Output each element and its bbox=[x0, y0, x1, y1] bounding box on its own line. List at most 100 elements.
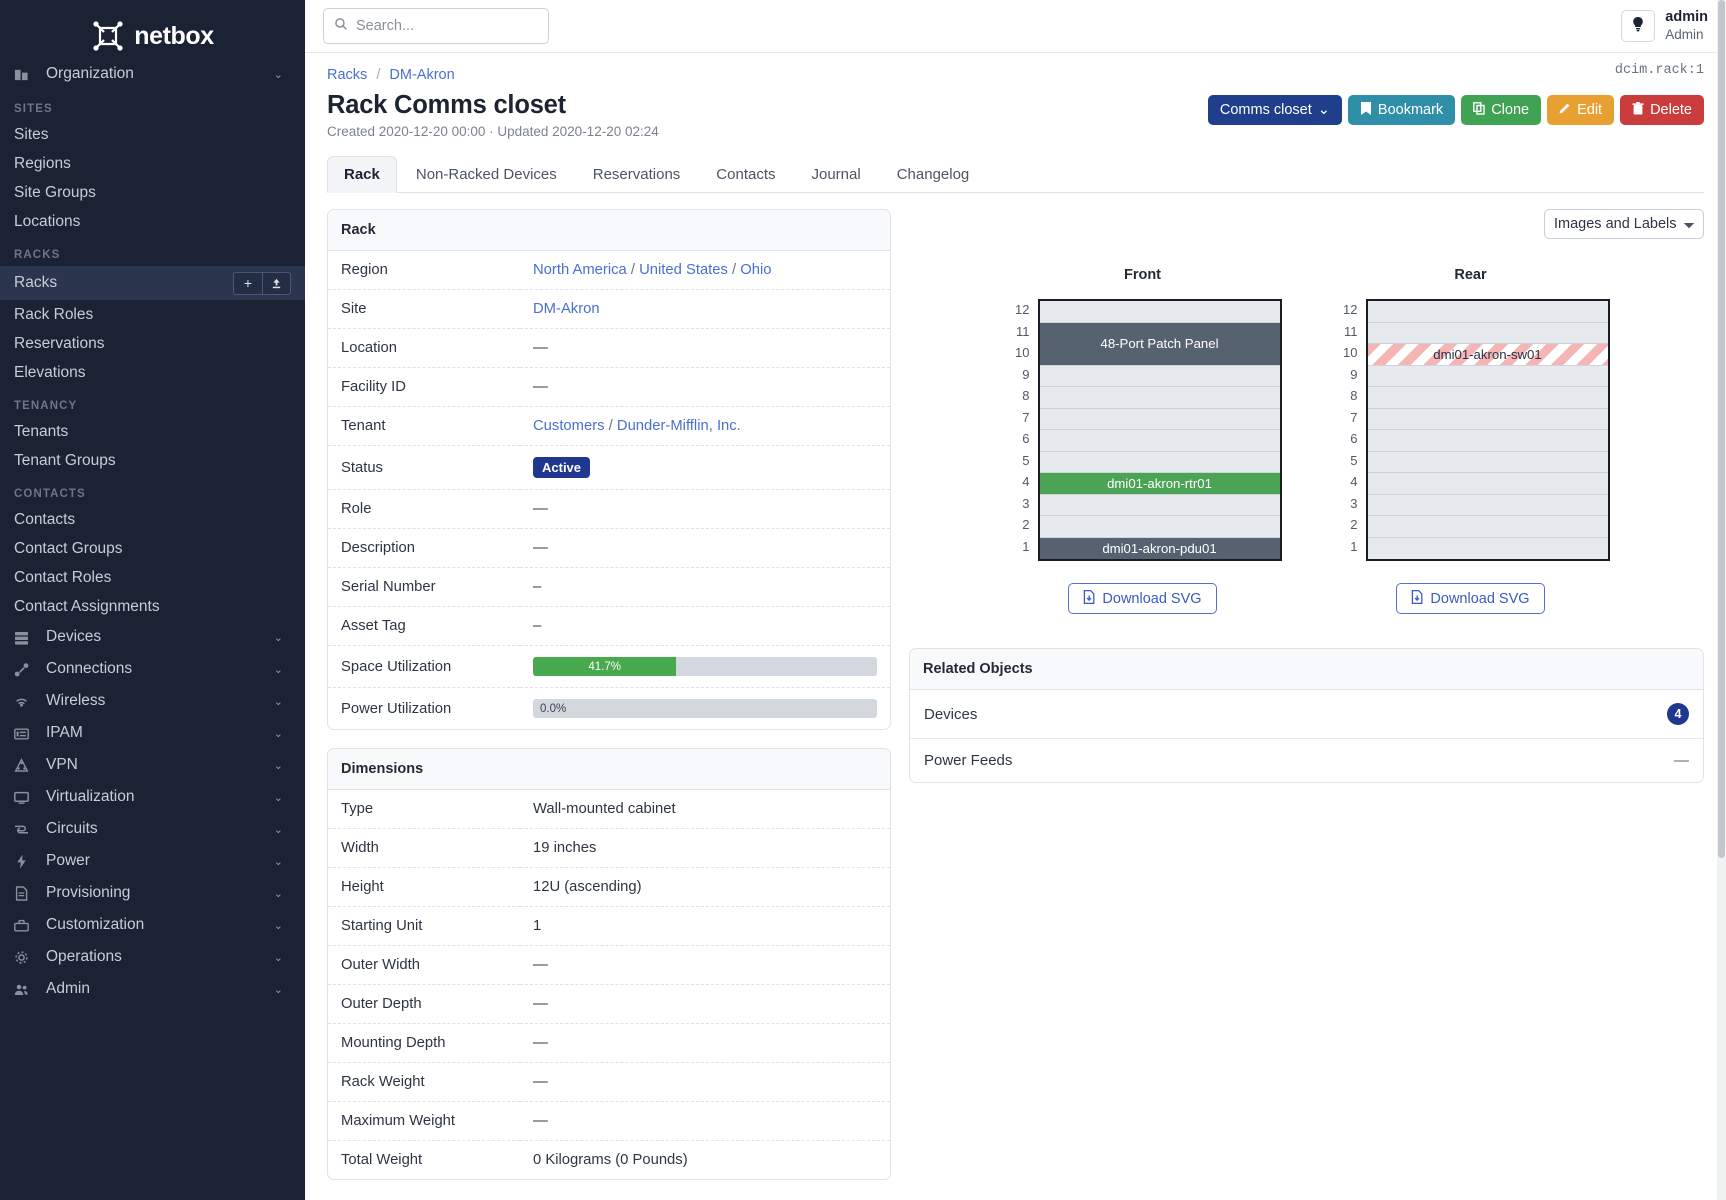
sidebar-group-customization[interactable]: Customization ⌄ bbox=[0, 909, 305, 941]
sidebar-group-devices[interactable]: Devices ⌄ bbox=[0, 621, 305, 653]
search-box[interactable] bbox=[323, 8, 549, 44]
breadcrumb-item-dm-akron[interactable]: DM-Akron bbox=[389, 67, 455, 83]
tab-rack[interactable]: Rack bbox=[327, 156, 397, 193]
sidebar-group-connections[interactable]: Connections ⌄ bbox=[0, 653, 305, 685]
sidebar-item-sites[interactable]: Sites bbox=[0, 120, 305, 149]
circuit-icon bbox=[14, 822, 38, 837]
rack-unit-device[interactable]: 48-Port Patch Panel bbox=[1039, 322, 1280, 366]
link-dunder-mifflin-inc-[interactable]: Dunder-Mifflin, Inc. bbox=[616, 418, 741, 434]
sidebar-group-virtualization[interactable]: Virtualization ⌄ bbox=[0, 781, 305, 813]
search-input[interactable] bbox=[356, 18, 538, 34]
sidebar-item-tenants[interactable]: Tenants bbox=[0, 417, 305, 446]
chevron-down-icon: ⌄ bbox=[273, 631, 283, 644]
sidebar-group-operations[interactable]: Operations ⌄ bbox=[0, 941, 305, 973]
table-row: Maximum Weight — bbox=[328, 1102, 890, 1141]
rack-unit-empty[interactable] bbox=[1039, 516, 1280, 538]
link-customers[interactable]: Customers bbox=[533, 418, 605, 434]
add-rack-button[interactable]: + bbox=[233, 271, 262, 295]
sidebar-item-rack-roles[interactable]: Rack Roles bbox=[0, 300, 305, 329]
sidebar-item-contact-assignments[interactable]: Contact Assignments bbox=[0, 592, 305, 621]
sidebar-group-ipam[interactable]: IPAM ⌄ bbox=[0, 717, 305, 749]
link-north-america[interactable]: North America bbox=[533, 262, 627, 278]
tab-non-racked-devices[interactable]: Non-Racked Devices bbox=[415, 166, 557, 183]
rack-unit-device[interactable]: dmi01-akron-pdu01 bbox=[1039, 537, 1280, 559]
sidebar-group-wireless[interactable]: Wireless ⌄ bbox=[0, 685, 305, 717]
user-menu[interactable]: admin Admin bbox=[1665, 9, 1708, 42]
rack-unit-empty[interactable] bbox=[1039, 430, 1280, 452]
sidebar-item-contact-roles[interactable]: Contact Roles bbox=[0, 563, 305, 592]
related-object-row[interactable]: Power Feeds — bbox=[910, 739, 1703, 782]
rack-unit-empty[interactable] bbox=[1039, 365, 1280, 387]
sidebar-group-vpn[interactable]: VPN ⌄ bbox=[0, 749, 305, 781]
theme-toggle-button[interactable] bbox=[1621, 10, 1656, 42]
related-object-row[interactable]: Devices 4 bbox=[910, 690, 1703, 739]
clone-button[interactable]: Clone bbox=[1461, 95, 1542, 125]
sidebar-item-racks[interactable]: Racks + bbox=[0, 266, 305, 300]
row-label: Region bbox=[341, 262, 388, 278]
rack-unit-empty[interactable] bbox=[1367, 387, 1608, 409]
rack-unit-empty[interactable] bbox=[1039, 301, 1280, 323]
rack-unit-empty[interactable] bbox=[1039, 494, 1280, 516]
sidebar-item-contacts[interactable]: Contacts bbox=[0, 505, 305, 534]
rack-selector-button[interactable]: Comms closet ⌄ bbox=[1207, 95, 1342, 125]
scrollbar-thumb[interactable] bbox=[1718, 0, 1725, 858]
tab-bar: Rack Non-Racked Devices Reservations Contac… bbox=[327, 155, 1704, 193]
tab-journal[interactable]: Journal bbox=[811, 166, 861, 183]
rack-unit-empty[interactable] bbox=[1367, 473, 1608, 495]
rack-unit-device[interactable]: dmi01-akron-sw01 bbox=[1367, 344, 1608, 366]
wifi-icon bbox=[14, 694, 38, 709]
rack-unit-empty[interactable] bbox=[1039, 451, 1280, 473]
sidebar-group-power[interactable]: Power ⌄ bbox=[0, 845, 305, 877]
utilization-value: 0.0% bbox=[540, 702, 567, 715]
brand-logo-area[interactable]: netbox bbox=[0, 0, 305, 58]
sidebar-item-site-groups[interactable]: Site Groups bbox=[0, 178, 305, 207]
rack-unit-device[interactable]: dmi01-akron-rtr01 bbox=[1039, 473, 1280, 495]
sidebar-item-label: Rack Roles bbox=[14, 305, 94, 323]
utilization-bar: 41.7% bbox=[533, 657, 877, 676]
rack-unit-empty[interactable] bbox=[1367, 408, 1608, 430]
rack-unit-empty[interactable] bbox=[1039, 408, 1280, 430]
table-row: Location — bbox=[328, 329, 890, 368]
link-ohio[interactable]: Ohio bbox=[740, 262, 772, 278]
breadcrumb-item-racks[interactable]: Racks bbox=[327, 67, 368, 83]
rack-unit-empty[interactable] bbox=[1367, 516, 1608, 538]
sidebar-group-label: Organization bbox=[46, 65, 134, 82]
tab-reservations[interactable]: Reservations bbox=[592, 166, 681, 183]
rack-unit-empty[interactable] bbox=[1367, 322, 1608, 344]
rack-unit-empty[interactable] bbox=[1367, 301, 1608, 323]
download-svg-button[interactable]: Download SVG bbox=[1396, 583, 1545, 614]
ip-card-icon bbox=[14, 726, 38, 741]
unit-labels: 12 11 10 9 8 7 6 5 4 3 2 1 bbox=[1004, 299, 1030, 561]
unit-label: 5 bbox=[1022, 452, 1030, 468]
sidebar-item-reservations[interactable]: Reservations bbox=[0, 329, 305, 358]
rack-unit-empty[interactable] bbox=[1367, 494, 1608, 516]
sidebar-group-circuits[interactable]: Circuits ⌄ bbox=[0, 813, 305, 845]
sidebar-group-provisioning[interactable]: Provisioning ⌄ bbox=[0, 877, 305, 909]
rack-unit-empty[interactable] bbox=[1367, 537, 1608, 559]
sidebar-item-elevations[interactable]: Elevations bbox=[0, 358, 305, 387]
rack-unit-empty[interactable] bbox=[1039, 387, 1280, 409]
rack-unit-empty[interactable] bbox=[1367, 451, 1608, 473]
sidebar-item-regions[interactable]: Regions bbox=[0, 149, 305, 178]
page-scrollbar[interactable] bbox=[1717, 0, 1726, 1200]
sidebar-item-contact-groups[interactable]: Contact Groups bbox=[0, 534, 305, 563]
netbox-logo-icon bbox=[91, 21, 125, 51]
sidebar-item-label: Elevations bbox=[14, 363, 86, 381]
sidebar-group-admin[interactable]: Admin ⌄ bbox=[0, 973, 305, 1005]
row-value: — bbox=[533, 1113, 548, 1129]
sidebar-item-locations[interactable]: Locations bbox=[0, 207, 305, 236]
bookmark-button[interactable]: Bookmark bbox=[1347, 95, 1456, 125]
edit-button[interactable]: Edit bbox=[1547, 95, 1615, 125]
sidebar-item-tenant-groups[interactable]: Tenant Groups bbox=[0, 446, 305, 475]
download-svg-button[interactable]: Download SVG bbox=[1068, 583, 1217, 614]
tab-contacts[interactable]: Contacts bbox=[716, 166, 776, 183]
link-united-states[interactable]: United States bbox=[639, 262, 728, 278]
elevation-display-select[interactable]: Images and LabelsImages onlyLabels only bbox=[1544, 209, 1704, 239]
delete-button[interactable]: Delete bbox=[1620, 95, 1704, 125]
sidebar-group-organization[interactable]: Organization ⌄ bbox=[0, 58, 305, 90]
import-rack-button[interactable] bbox=[262, 271, 291, 295]
rack-unit-empty[interactable] bbox=[1367, 365, 1608, 387]
rack-unit-empty[interactable] bbox=[1367, 430, 1608, 452]
link-dm-akron[interactable]: DM-Akron bbox=[533, 301, 600, 317]
tab-changelog[interactable]: Changelog bbox=[896, 166, 970, 183]
